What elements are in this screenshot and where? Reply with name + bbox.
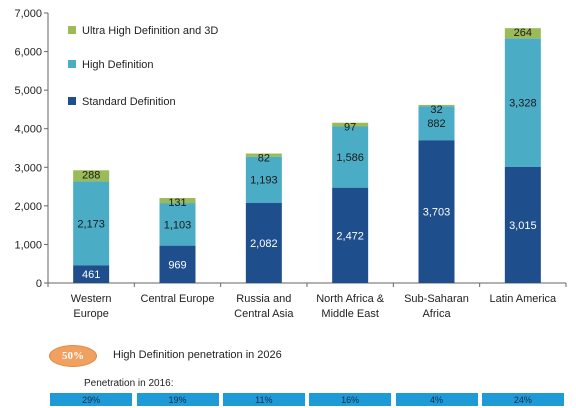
bar-value-label: 461 xyxy=(82,269,100,281)
penetration-value: 29% xyxy=(50,393,133,406)
bar-value-label: 32 xyxy=(430,104,442,116)
legend-label: Standard Definition xyxy=(82,96,176,108)
penetration-value: 24% xyxy=(481,393,564,406)
hd-penetration-caption: High Definition penetration in 2026 xyxy=(113,349,282,361)
bar-value-label: 3,328 xyxy=(509,98,537,110)
bar-value-label: 969 xyxy=(168,259,186,271)
bar-segment xyxy=(332,187,369,283)
y-tick-label: 3,000 xyxy=(14,162,42,174)
legend-swatch xyxy=(68,60,76,68)
bar-value-label: 2,472 xyxy=(336,230,364,242)
bar-segment xyxy=(73,181,110,266)
bar-segment xyxy=(245,153,282,157)
bar-segment xyxy=(245,202,282,283)
penetration-value: 11% xyxy=(222,393,305,406)
bar-segment xyxy=(332,126,369,188)
bar-segment xyxy=(418,140,455,283)
category-label: Russia and Central Asia xyxy=(234,293,294,320)
category-label: Western Europe xyxy=(71,293,112,320)
legend-label: Ultra High Definition and 3D xyxy=(82,25,218,37)
bar-segment xyxy=(245,156,282,203)
y-tick-label: 0 xyxy=(36,278,42,290)
hd-penetration-badge: 50% xyxy=(49,345,97,367)
bar-value-label: 3,015 xyxy=(509,220,537,232)
legend-swatch xyxy=(68,97,76,105)
y-tick-label: 5,000 xyxy=(14,85,42,97)
bar-segment xyxy=(159,245,196,283)
bar-segment xyxy=(159,203,196,246)
bar-segment xyxy=(504,166,541,283)
bar-segment xyxy=(73,265,110,283)
penetration-row: 29% 19% 11% 16% 4% 24% xyxy=(50,393,572,406)
category-label: North Africa & Middle East xyxy=(316,293,385,320)
category-label: Latin America xyxy=(490,293,558,305)
legend-swatch xyxy=(68,26,76,34)
y-tick-label: 2,000 xyxy=(14,201,42,213)
penetration-value: 4% xyxy=(395,393,478,406)
bar-value-label: 264 xyxy=(514,27,532,39)
bar-value-label: 97 xyxy=(344,122,356,134)
bar-value-label: 1,193 xyxy=(250,175,278,187)
legend-label: High Definition xyxy=(82,59,154,71)
bar-value-label: 1,586 xyxy=(336,152,364,164)
bar-value-label: 2,173 xyxy=(77,218,105,230)
bar-segment xyxy=(332,122,369,127)
bar-segment xyxy=(504,38,541,167)
bar-segment xyxy=(73,170,110,182)
category-label: Central Europe xyxy=(141,293,215,305)
y-tick-label: 7,000 xyxy=(14,8,42,20)
bar-segment xyxy=(418,106,455,141)
y-tick-label: 4,000 xyxy=(14,124,42,136)
stacked-bar-chart: 0 1,000 2,000 3,000 4,000 5,000 6,000 7,000 461… xyxy=(14,8,567,320)
bar-value-label: 131 xyxy=(168,197,186,209)
bar-value-label: 882 xyxy=(427,118,445,130)
bar-segment xyxy=(418,104,455,107)
category-label: Sub-Saharan Africa xyxy=(404,293,469,320)
bar-value-label: 1,103 xyxy=(164,219,192,231)
bar-value-label: 2,082 xyxy=(250,238,278,250)
y-tick-label: 1,000 xyxy=(14,239,42,251)
penetration-title: Penetration in 2016: xyxy=(84,378,174,389)
bar-segment xyxy=(159,198,196,204)
bar-value-label: 82 xyxy=(258,153,270,165)
penetration-value: 16% xyxy=(309,393,392,406)
y-tick-label: 6,000 xyxy=(14,47,42,59)
bar-value-label: 288 xyxy=(82,169,100,181)
bar-segment xyxy=(504,28,541,39)
penetration-value: 19% xyxy=(136,393,219,406)
bar-value-label: 3,703 xyxy=(423,207,451,219)
